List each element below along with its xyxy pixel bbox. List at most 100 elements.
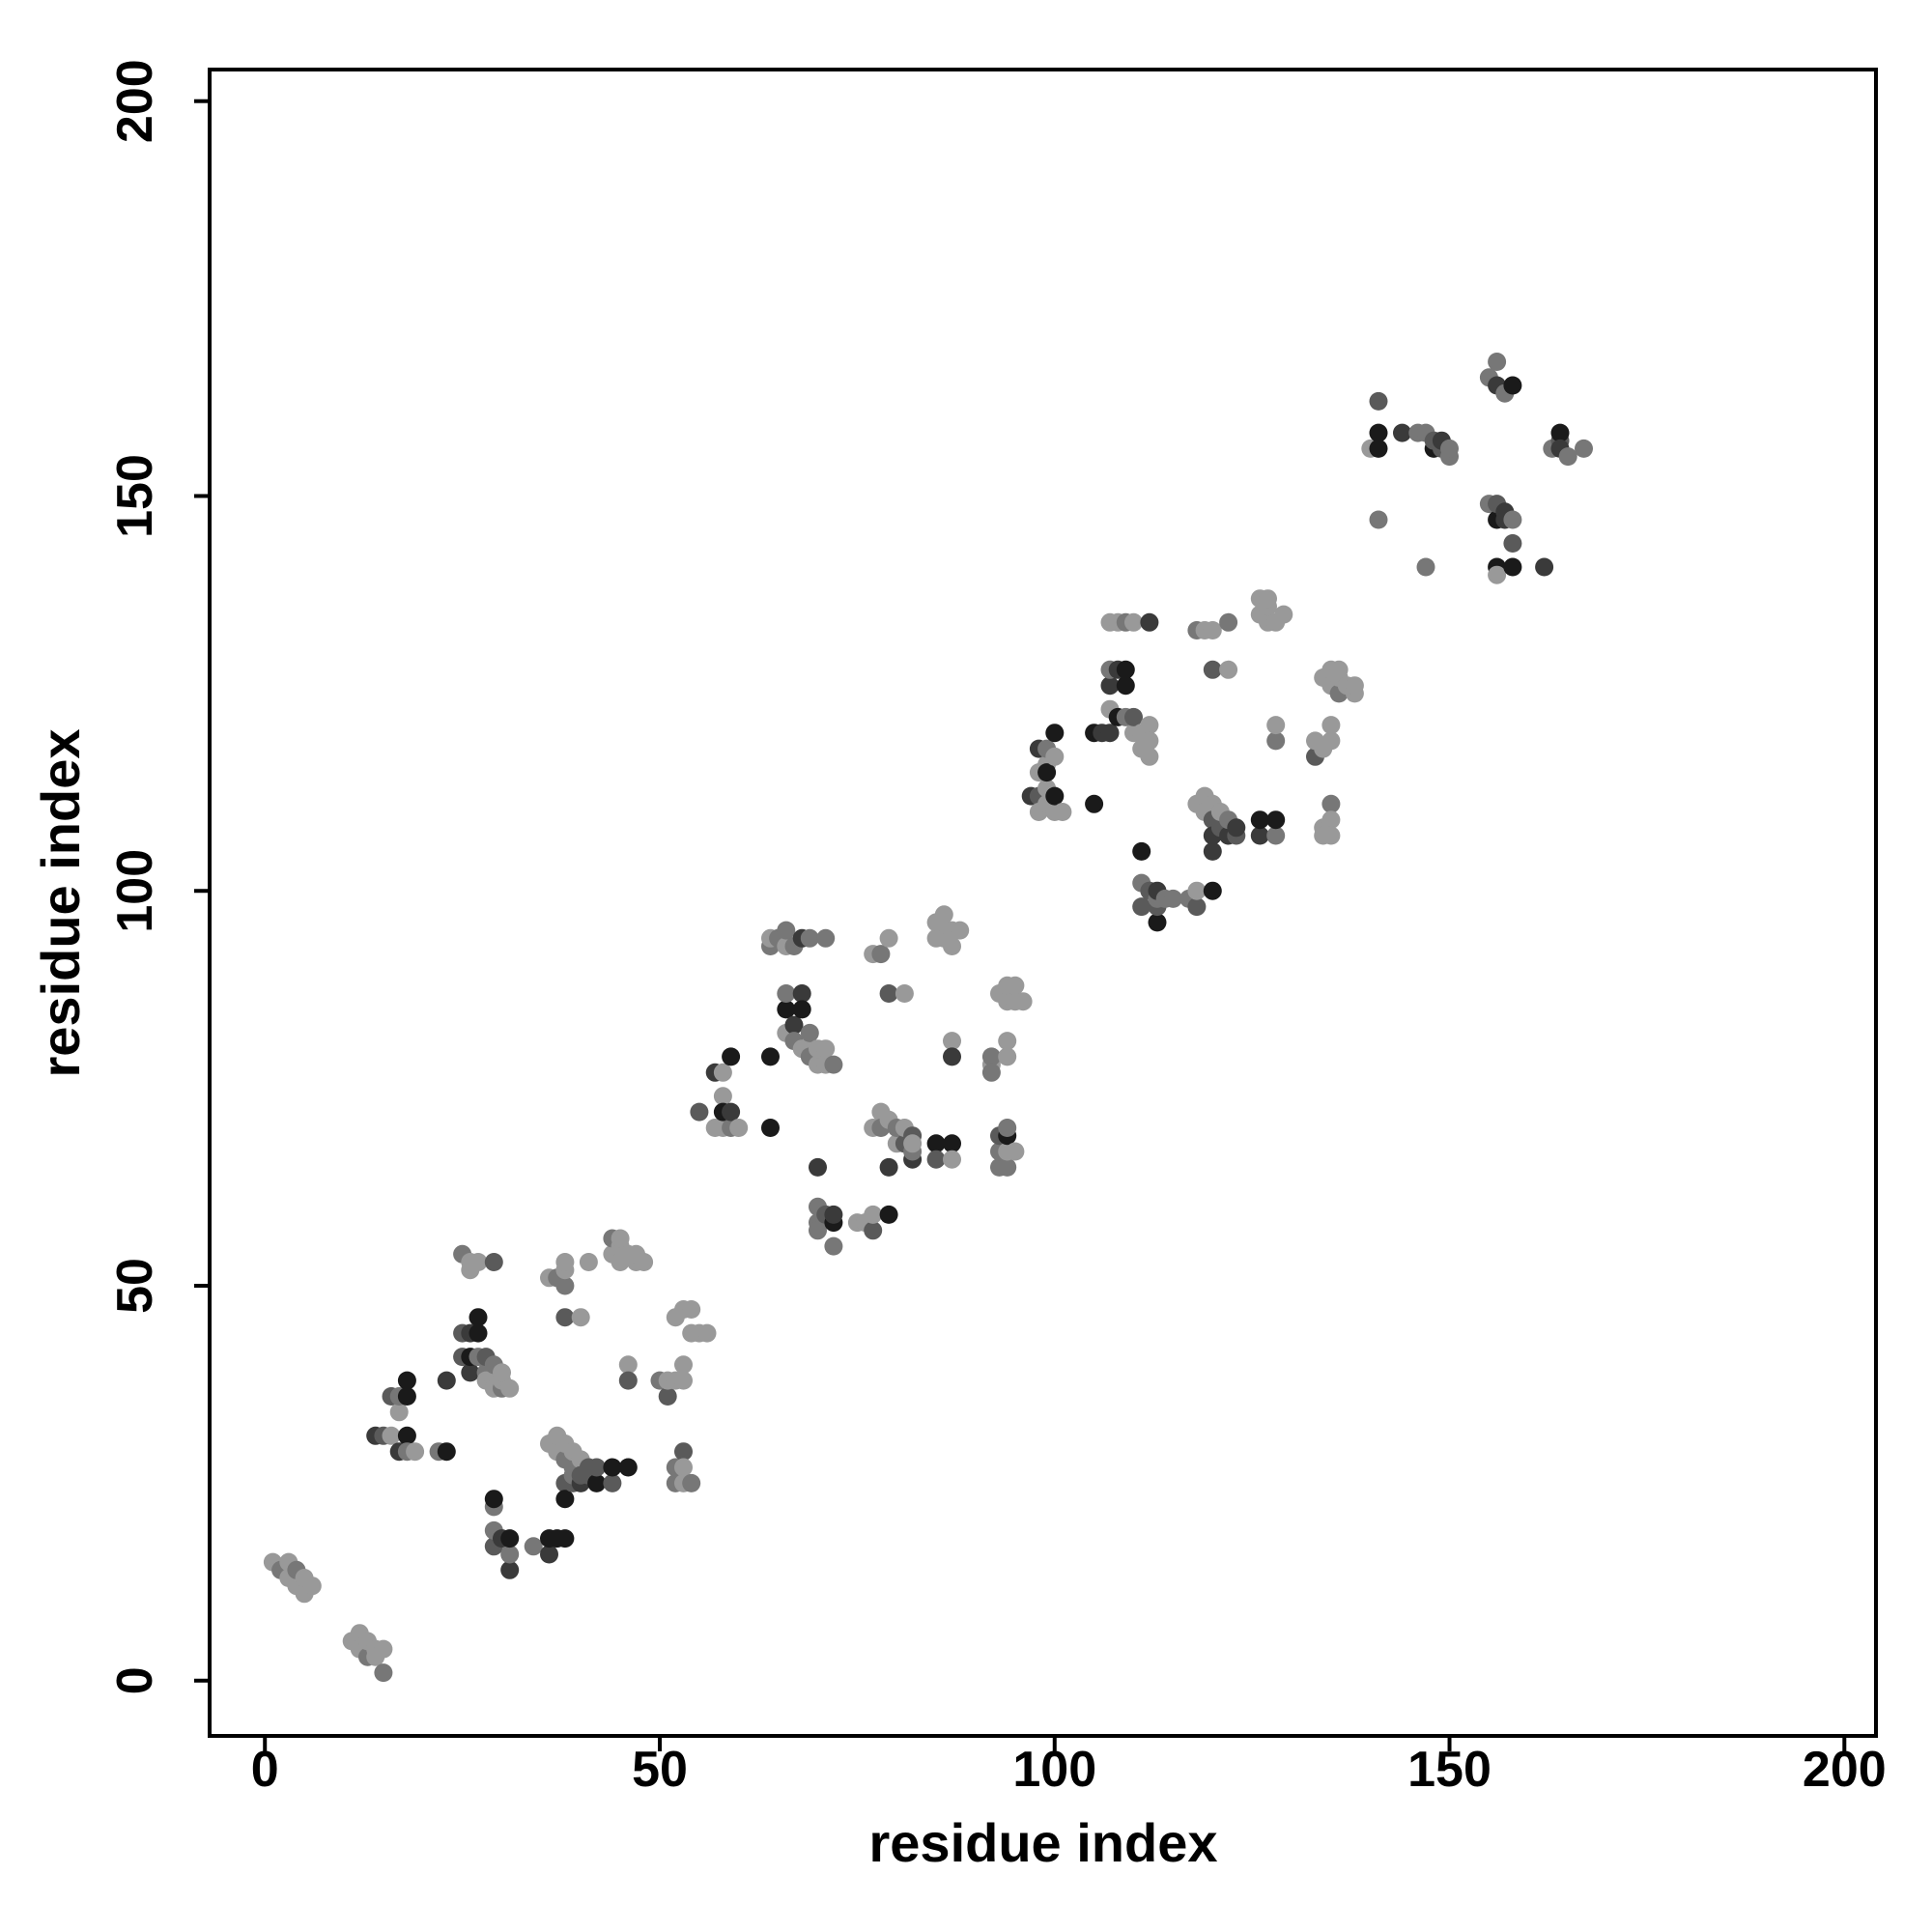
data-point — [761, 1047, 780, 1066]
data-point — [1321, 794, 1341, 813]
data-point — [943, 1150, 961, 1169]
data-point — [500, 1378, 520, 1398]
data-point — [1393, 423, 1411, 442]
data-point — [713, 1063, 732, 1082]
data-point — [1440, 439, 1459, 458]
data-point — [461, 1363, 480, 1382]
data-point — [926, 1134, 946, 1153]
data-point — [943, 1134, 961, 1153]
data-point — [800, 928, 819, 948]
data-point — [603, 1458, 622, 1477]
y-tick-label: 50 — [107, 1258, 163, 1314]
data-point — [1266, 716, 1286, 735]
data-point — [1124, 612, 1143, 632]
data-point — [1369, 423, 1388, 442]
data-point — [800, 1023, 819, 1042]
data-point — [1266, 731, 1286, 751]
data-point — [792, 1000, 811, 1019]
data-point — [1037, 763, 1057, 782]
data-point — [1045, 724, 1065, 743]
data-point — [1503, 376, 1522, 395]
data-point — [484, 1490, 503, 1509]
data-point — [674, 1442, 693, 1462]
data-point — [1416, 557, 1435, 577]
data-point — [1187, 897, 1207, 917]
data-point — [1132, 897, 1151, 917]
data-point — [879, 1205, 898, 1224]
data-point — [981, 1063, 1001, 1082]
data-point — [777, 984, 796, 1003]
y-axis-ticks: 0 50 100 150 200 — [107, 59, 210, 1694]
data-point — [1250, 810, 1269, 830]
data-point — [603, 1473, 622, 1492]
data-point — [674, 1355, 693, 1375]
data-point — [879, 1157, 898, 1177]
data-point — [1558, 447, 1577, 467]
data-point — [784, 1015, 804, 1035]
data-point — [1140, 716, 1159, 735]
data-point — [658, 1387, 677, 1406]
data-point — [1321, 810, 1341, 830]
data-point — [555, 1529, 575, 1548]
data-point — [555, 1490, 575, 1509]
y-tick-label: 100 — [107, 849, 163, 933]
data-point — [1140, 747, 1159, 766]
data-point — [792, 984, 811, 1003]
data-point — [524, 1537, 543, 1556]
data-point — [1259, 589, 1277, 609]
data-point — [1369, 391, 1388, 411]
data-point — [635, 1253, 654, 1271]
data-point — [690, 1102, 709, 1122]
data-point — [437, 1442, 456, 1462]
data-point — [722, 1102, 741, 1122]
data-point — [469, 1253, 488, 1271]
data-point — [1329, 660, 1349, 679]
data-point — [1266, 810, 1286, 830]
data-point — [1124, 707, 1143, 726]
data-point — [1345, 676, 1364, 696]
data-point — [1013, 992, 1033, 1011]
data-point — [579, 1253, 598, 1271]
x-tick-label: 200 — [1803, 1742, 1887, 1798]
data-point — [555, 1276, 575, 1295]
data-point — [382, 1426, 401, 1445]
data-point — [903, 1134, 923, 1153]
data-point — [864, 1205, 883, 1224]
data-point — [674, 1371, 693, 1390]
y-tick-label: 0 — [107, 1666, 163, 1694]
data-point — [697, 1323, 717, 1343]
data-point — [1140, 612, 1159, 632]
data-point — [926, 1150, 946, 1169]
data-point — [469, 1308, 488, 1327]
data-point — [1163, 889, 1182, 908]
data-point — [943, 1032, 961, 1051]
data-point — [1006, 976, 1025, 995]
data-point — [1321, 716, 1341, 735]
data-point — [374, 1663, 393, 1683]
data-point — [1250, 826, 1269, 845]
x-tick-label: 0 — [251, 1742, 279, 1798]
data-point — [871, 945, 891, 964]
data-point — [998, 1047, 1017, 1066]
x-tick-label: 100 — [1012, 1742, 1096, 1798]
data-point — [1187, 881, 1207, 900]
data-point — [1488, 565, 1507, 584]
data-point — [484, 1253, 503, 1271]
data-point — [729, 1119, 749, 1137]
x-tick-label: 150 — [1407, 1742, 1492, 1798]
x-axis-title: residue index — [868, 1812, 1217, 1873]
data-point — [879, 928, 898, 948]
data-point — [437, 1371, 456, 1390]
data-point — [618, 1458, 638, 1477]
data-point — [500, 1529, 520, 1548]
data-point — [587, 1458, 607, 1477]
data-point — [500, 1560, 520, 1579]
data-point — [998, 1119, 1017, 1137]
data-points — [263, 353, 1593, 1683]
data-point — [374, 1639, 393, 1659]
data-point — [1203, 660, 1222, 679]
data-point — [1219, 612, 1238, 632]
data-point — [571, 1308, 590, 1327]
data-point — [1321, 731, 1341, 751]
